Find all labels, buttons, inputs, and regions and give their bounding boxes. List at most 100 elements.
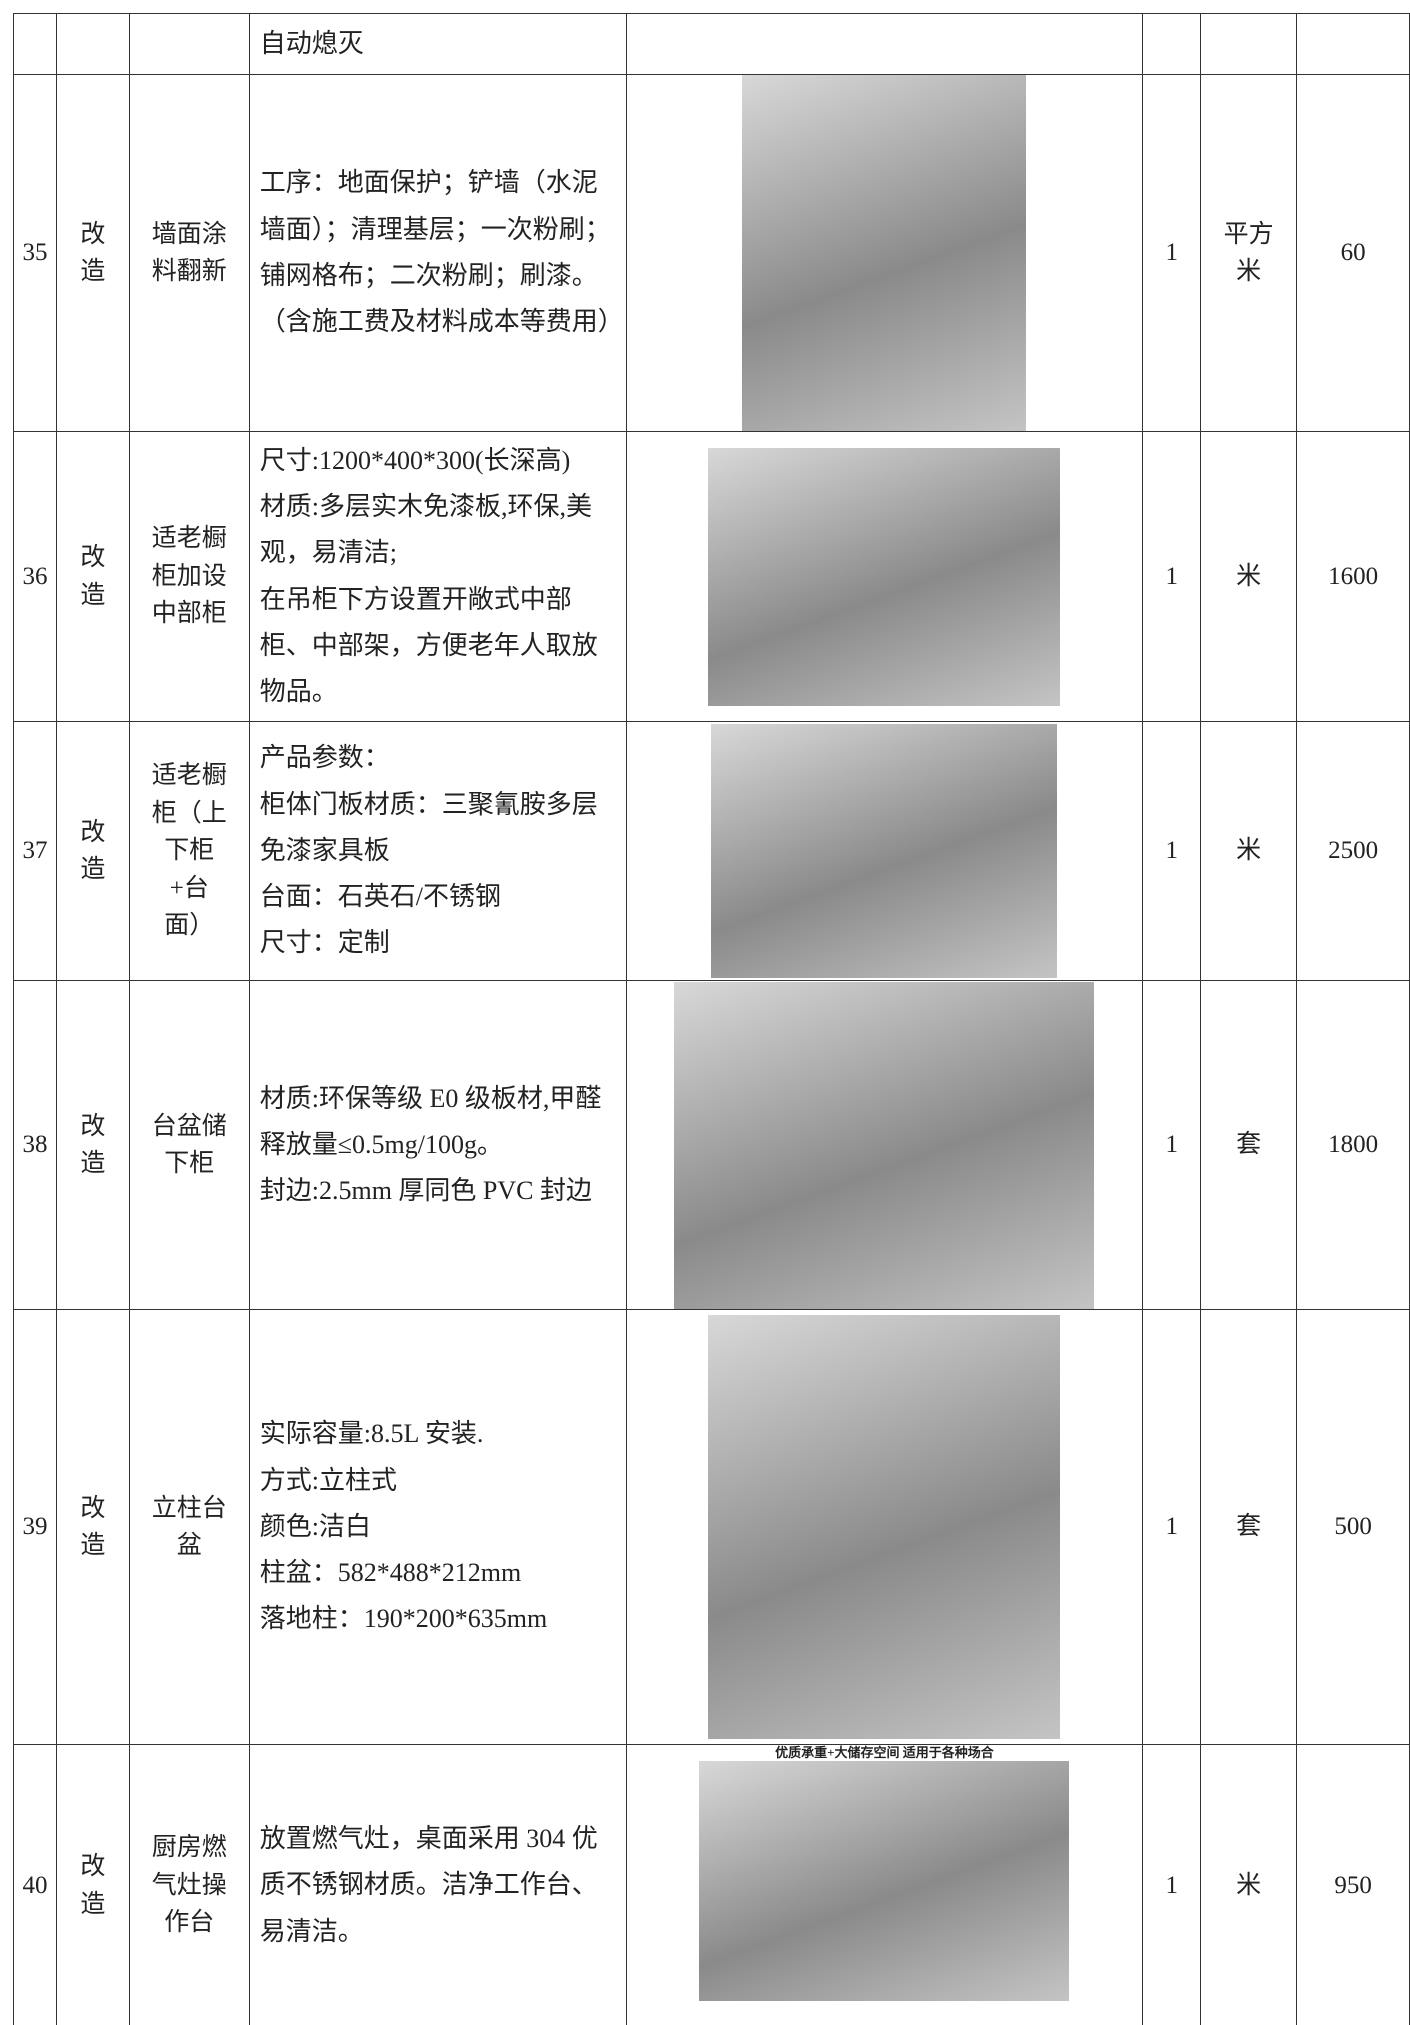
quantity-cell: 1 <box>1142 431 1202 722</box>
quantity: 1 <box>1165 562 1179 590</box>
image-cell <box>625 13 1144 75</box>
item-type: 改造 <box>80 818 106 884</box>
price-cell: 1600 <box>1296 431 1410 722</box>
item-type-cell: 改造 <box>55 74 130 432</box>
unit-cell <box>1200 13 1298 75</box>
unit: 平方米 <box>1223 220 1274 286</box>
item-number: 36 <box>22 562 48 590</box>
item-type-cell: 改造 <box>55 721 130 981</box>
item-name-cell <box>128 13 250 75</box>
unit-cell: 米 <box>1200 1744 1298 2025</box>
item-table: 自动熄灭 35 改造 墙面涂料翻新 工序：地面保护；铲墙（水泥墙面）；清理基层；一次粉刷… <box>13 13 1410 2025</box>
item-name-cell: 适老橱柜加设中部柜 <box>128 431 250 722</box>
description-line: 材质:多层实木免漆板,环保,美观，易清洁; <box>259 491 592 568</box>
quantity: 1 <box>1165 239 1179 267</box>
item-type-cell <box>55 13 130 75</box>
quantity-cell: 1 <box>1142 721 1202 981</box>
quantity: 1 <box>1165 1131 1179 1159</box>
item-number-cell: 36 <box>13 431 57 722</box>
item-type-cell: 改造 <box>55 1309 130 1745</box>
unit: 米 <box>1236 837 1262 865</box>
description-line: 颜色:洁白 <box>259 1511 371 1541</box>
item-number: 38 <box>22 1131 48 1159</box>
description-cell: 材质:环保等级 E0 级板材,甲醛释放量≤0.5mg/100g。 封边:2.5mm… <box>248 980 627 1310</box>
price: 1600 <box>1328 562 1379 590</box>
item-number: 35 <box>22 239 48 267</box>
unit: 套 <box>1236 1513 1262 1541</box>
quantity-cell <box>1142 13 1202 75</box>
description-line: 封边:2.5mm 厚同色 PVC 封边 <box>259 1176 592 1206</box>
price-cell: 500 <box>1296 1309 1410 1745</box>
price-cell: 1800 <box>1296 980 1410 1310</box>
image-cell <box>625 431 1144 722</box>
price-cell: 950 <box>1296 1744 1410 2025</box>
price: 1800 <box>1328 1131 1379 1159</box>
item-name: 适老橱柜加设中部柜 <box>151 525 227 628</box>
price: 2500 <box>1328 837 1379 865</box>
item-type-cell: 改造 <box>55 980 130 1310</box>
item-number-cell: 40 <box>13 1744 57 2025</box>
description-line: 柜体门板材质：三聚氰胺多层免漆家具板 <box>259 789 598 865</box>
unit: 米 <box>1236 562 1262 590</box>
quantity-cell: 1 <box>1142 980 1202 1310</box>
description-line: 柱盆：582*488*212mm <box>259 1558 522 1588</box>
description-cell: 实际容量:8.5L 安装. 方式:立柱式 颜色:洁白柱盆：582*488*212mm… <box>248 1309 627 1745</box>
item-name: 立柱台盆 <box>151 1494 227 1560</box>
unit: 套 <box>1236 1131 1262 1159</box>
item-type: 改造 <box>80 1112 106 1178</box>
item-number-cell: 39 <box>13 1309 57 1745</box>
description-cell: 工序：地面保护；铲墙（水泥墙面）；清理基层；一次粉刷；铺网格布；二次粉刷；刷漆。… <box>248 74 627 432</box>
image-cell: 优质承重+大储存空间 适用于各种场合 <box>625 1744 1144 2025</box>
quantity: 1 <box>1165 837 1179 865</box>
product-image <box>708 1315 1061 1739</box>
price: 500 <box>1334 1513 1372 1541</box>
image-cell <box>625 1309 1144 1745</box>
description-line: 产品参数： <box>259 743 390 773</box>
item-number: 37 <box>22 837 48 865</box>
price-cell: 2500 <box>1296 721 1410 981</box>
item-number-cell: 37 <box>13 721 57 981</box>
quantity-cell: 1 <box>1142 1309 1202 1745</box>
item-number: 39 <box>22 1513 48 1541</box>
product-image <box>674 981 1095 1309</box>
table-row: 35 改造 墙面涂料翻新 工序：地面保护；铲墙（水泥墙面）；清理基层；一次粉刷；铺网格… <box>13 74 1410 432</box>
price-cell <box>1296 13 1410 75</box>
description-line: 落地柱：190*200*635mm <box>259 1604 548 1634</box>
item-type-cell: 改造 <box>55 431 130 722</box>
item-number: 40 <box>22 1871 48 1899</box>
table-row: 40 改造 厨房燃气灶操作台 放置燃气灶，桌面采用 304 优质不锈钢材质。洁净工作台… <box>13 1744 1410 2025</box>
unit: 米 <box>1236 1871 1262 1899</box>
image-cell <box>625 721 1144 981</box>
description-line: 放置燃气灶，桌面采用 304 优质不锈钢材质。洁净工作台、易清洁。 <box>259 1824 598 1946</box>
description-line: 尺寸:1200*400*300(长深高) <box>259 445 571 475</box>
product-image <box>708 447 1061 706</box>
item-name-cell: 立柱台盆 <box>128 1309 250 1745</box>
description-line: 台面：石英石/不锈钢 <box>259 882 501 912</box>
description-cell: 尺寸:1200*400*300(长深高) 材质:多层实木免漆板,环保,美观，易清洁… <box>248 431 627 722</box>
quantity-cell: 1 <box>1142 1744 1202 2025</box>
item-name: 适老橱柜（上下柜+台面） <box>151 762 227 940</box>
item-number-cell: 38 <box>13 980 57 1310</box>
item-name-cell: 台盆储下柜 <box>128 980 250 1310</box>
description-cell: 自动熄灭 <box>248 13 627 75</box>
description-cell: 产品参数： 柜体门板材质：三聚氰胺多层免漆家具板 台面：石英石/不锈钢 尺寸：定制 <box>248 721 627 981</box>
item-name: 墙面涂料翻新 <box>151 220 227 286</box>
description-line: 实际容量:8.5L 安装. <box>259 1419 484 1449</box>
table-row: 37 改造 适老橱柜（上下柜+台面） 产品参数： 柜体门板材质：三聚氰胺多层免漆家具板台… <box>13 721 1410 981</box>
quantity: 1 <box>1165 1513 1179 1541</box>
description-line: 工序：地面保护；铲墙（水泥墙面）；清理基层；一次粉刷；铺网格布；二次粉刷；刷漆。… <box>259 168 624 337</box>
price-cell: 60 <box>1296 74 1410 432</box>
item-number-cell <box>13 13 57 75</box>
description-cell: 放置燃气灶，桌面采用 304 优质不锈钢材质。洁净工作台、易清洁。 <box>248 1744 627 2025</box>
table-row: 自动熄灭 <box>13 13 1410 75</box>
item-type: 改造 <box>80 220 106 286</box>
description-line: 方式:立柱式 <box>259 1465 397 1495</box>
product-image <box>699 1760 1070 2001</box>
unit-cell: 平方米 <box>1200 74 1298 432</box>
price: 950 <box>1334 1871 1372 1899</box>
price: 60 <box>1340 239 1366 267</box>
item-type: 改造 <box>80 544 106 609</box>
item-type-cell: 改造 <box>55 1744 130 2025</box>
item-name: 厨房燃气灶操作台 <box>151 1834 227 1937</box>
product-image <box>742 75 1027 431</box>
